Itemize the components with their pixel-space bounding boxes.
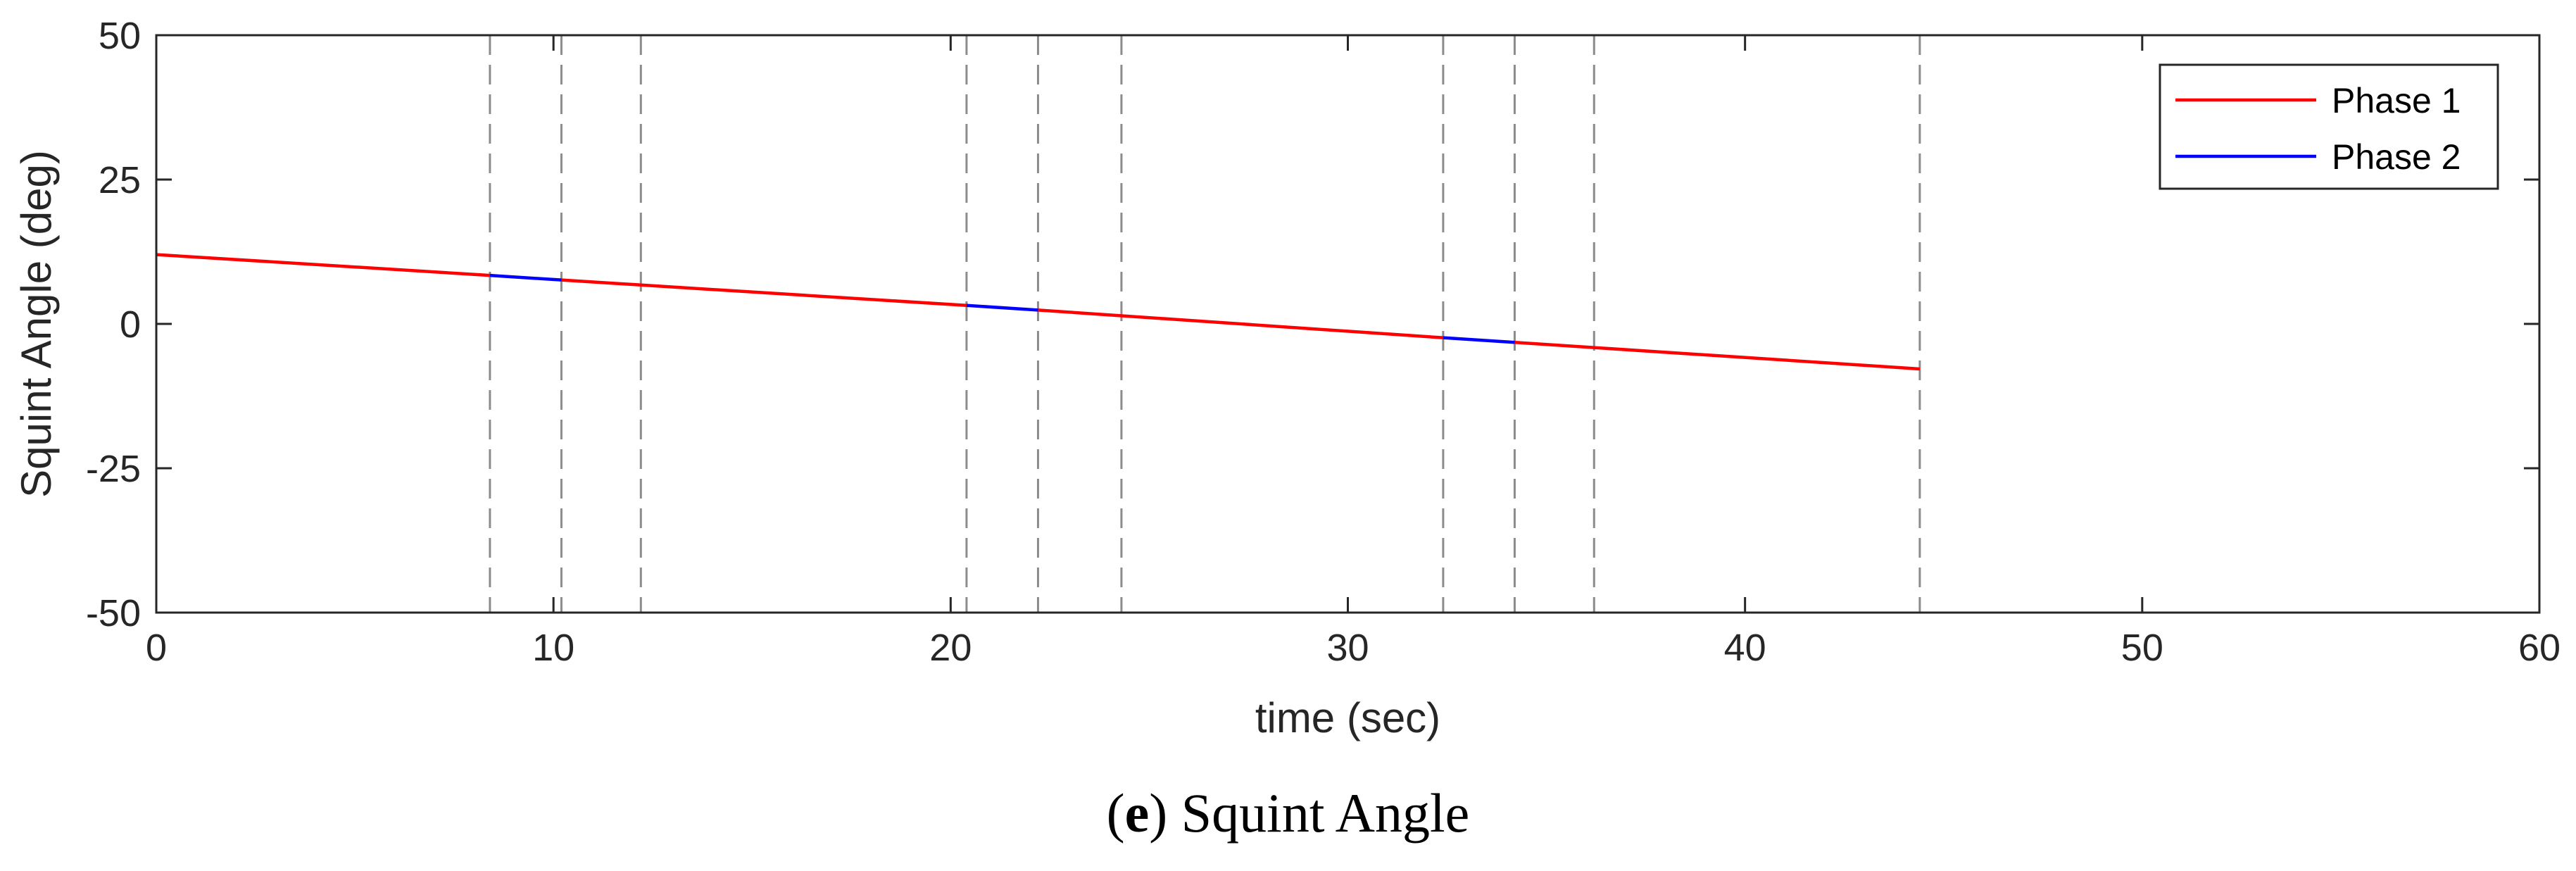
caption-text: Squint Angle: [1167, 782, 1470, 844]
series-1-segment-2: [1038, 308, 1444, 339]
y-axis-label: Squint Angle (deg): [13, 150, 60, 498]
series-1-segment-1: [561, 278, 967, 308]
series-2-segment-2: [1443, 336, 1515, 344]
y-tick-label-2: 0: [120, 303, 141, 346]
y-tick-label-4: -50: [86, 592, 141, 634]
x-tick-label-3: 30: [1326, 627, 1369, 669]
caption-letter: e: [1124, 782, 1150, 844]
legend-label-1: Phase 1: [2332, 81, 2461, 120]
legend-label-2: Phase 2: [2332, 137, 2461, 177]
series-2-segment-0: [489, 273, 562, 282]
series-1-segment-3: [1514, 340, 1921, 371]
x-tick-label-0: 0: [146, 627, 167, 669]
y-tick-label-0: 50: [99, 15, 141, 57]
x-tick-label-1: 10: [532, 627, 574, 669]
series-1-segment-0: [156, 253, 491, 277]
x-tick-label-2: 20: [929, 627, 972, 669]
series-lines: [156, 253, 1921, 371]
figure-caption: (e) Squint Angle: [1106, 782, 1470, 844]
series-2-segment-1: [966, 303, 1038, 312]
x-tick-label-6: 60: [2518, 627, 2561, 669]
y-tick-label-1: 25: [99, 159, 141, 201]
x-tick-label-5: 50: [2121, 627, 2163, 669]
ticks: 0 10 20 30 40 50 60 50 25 0 -25 -50: [86, 15, 2561, 669]
x-axis-label: time (sec): [1255, 694, 1440, 741]
vertical-markers: [489, 35, 1921, 613]
legend-box: [2159, 63, 2499, 190]
legend: Phase 1 Phase 2: [2159, 63, 2499, 190]
x-tick-label-4: 40: [1724, 627, 1766, 669]
y-tick-label-3: -25: [86, 448, 141, 490]
